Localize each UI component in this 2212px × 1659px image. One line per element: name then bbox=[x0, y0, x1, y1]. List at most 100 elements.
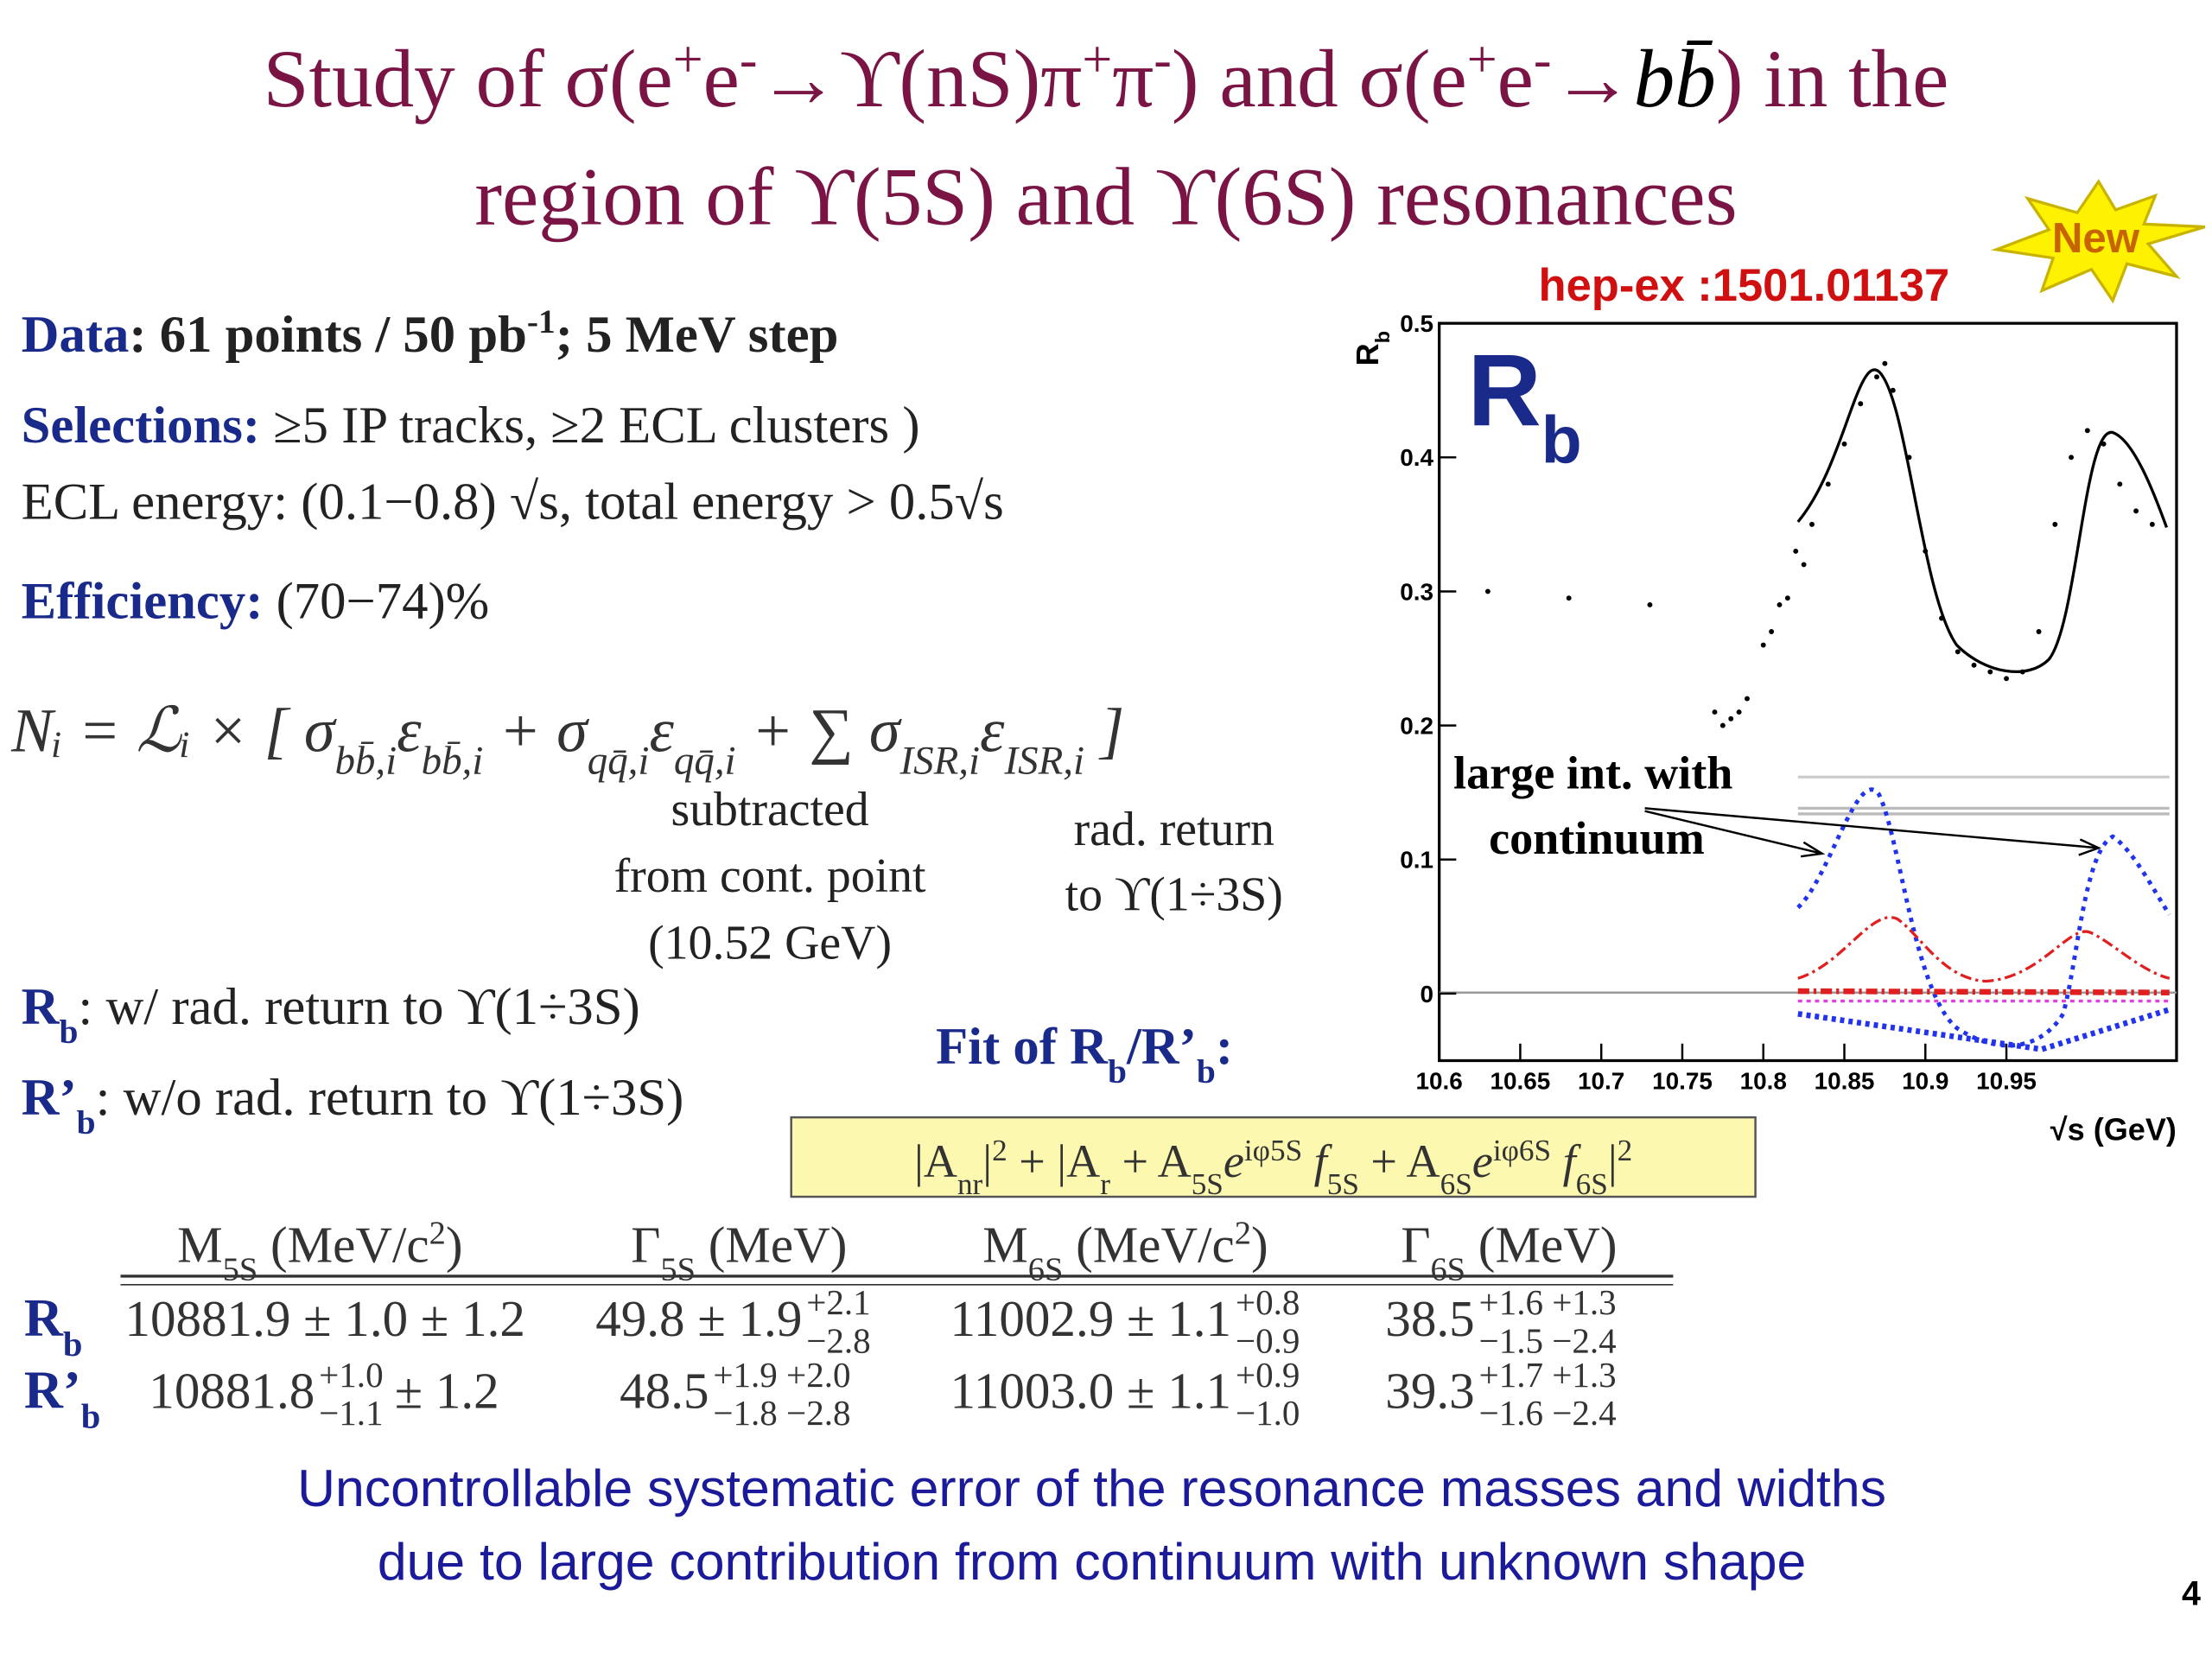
blue-flat-component bbox=[1797, 1007, 2171, 1052]
data-point bbox=[1784, 595, 1790, 601]
y-tick-label: 0.5 bbox=[1400, 310, 1433, 337]
fit-formula-box bbox=[790, 1116, 1757, 1198]
fit-label-part: /R’ bbox=[1126, 1018, 1197, 1076]
table-header-part: (MeV) bbox=[696, 1217, 848, 1274]
table-cell: 11002.9 ± 1.1 bbox=[950, 1290, 1231, 1347]
y-tick-label: 0.2 bbox=[1400, 712, 1433, 739]
table-cell: 49.8 ± 1.9 bbox=[595, 1290, 802, 1347]
data-point bbox=[2036, 629, 2042, 634]
table-header-part: M bbox=[982, 1217, 1028, 1274]
table-header-part: (MeV/c bbox=[257, 1217, 429, 1274]
data-point bbox=[1971, 662, 1977, 668]
row-label: Rb bbox=[24, 1288, 83, 1363]
title-part: - bbox=[1534, 30, 1552, 89]
fit-label-part: Fit of R bbox=[936, 1018, 1109, 1076]
y-tick-label: 0.1 bbox=[1400, 847, 1433, 874]
x-axis-label: √s (GeV) bbox=[2050, 1111, 2177, 1147]
data-point bbox=[2117, 481, 2123, 487]
formula-part: bb̄,i bbox=[334, 739, 397, 784]
fit-formula-part: r bbox=[1100, 1167, 1110, 1201]
fit-formula-part: 6S bbox=[1576, 1167, 1608, 1201]
conclusion: due to large contribution from continuum… bbox=[378, 1532, 1806, 1591]
note: (10.52 GeV) bbox=[648, 916, 892, 969]
arrow-head bbox=[1800, 841, 1826, 858]
y-axis-label-part: R bbox=[1350, 343, 1385, 365]
data-line: Data: 61 points / 50 pb-1; 5 MeV step bbox=[22, 302, 839, 364]
row-label-part: R’ bbox=[24, 1361, 81, 1421]
plot-frame bbox=[1438, 321, 2178, 1063]
annotation: continuum bbox=[1489, 812, 1705, 864]
red-component bbox=[1797, 916, 2171, 983]
data-point bbox=[1923, 548, 1929, 554]
data-point bbox=[2084, 428, 2090, 434]
data-point bbox=[1809, 521, 1815, 527]
y-tick-label: 0.4 bbox=[1400, 444, 1433, 471]
badge-star bbox=[1991, 179, 2206, 304]
annotation: large int. with bbox=[1453, 747, 1732, 798]
rpb-definition-part: : w/o rad. return to ϒ(1÷3S) bbox=[96, 1069, 684, 1127]
row-label-part: b bbox=[63, 1324, 83, 1363]
table-header: Γ5S (MeV) bbox=[631, 1217, 847, 1288]
table-header-part: ) bbox=[446, 1217, 463, 1274]
row-label-part: b bbox=[81, 1396, 101, 1435]
table-error-down: −1.5 −2.4 bbox=[1479, 1321, 1617, 1361]
table-cell: 48.5 bbox=[620, 1363, 709, 1420]
badge-label: New bbox=[2052, 214, 2140, 262]
y-tick-label: 0 bbox=[1421, 981, 1434, 1007]
page-number: 4 bbox=[2182, 1575, 2201, 1613]
data-point bbox=[1484, 588, 1491, 594]
table-cell: 38.5 bbox=[1385, 1290, 1474, 1347]
title-part: + bbox=[1467, 30, 1497, 89]
x-tick-label: 10.7 bbox=[1578, 1067, 1624, 1094]
table-header: M5S (MeV/c2) bbox=[177, 1216, 462, 1288]
data-point bbox=[1882, 360, 1888, 366]
x-tick-label: 10.85 bbox=[1815, 1067, 1875, 1094]
fit-curve bbox=[1796, 368, 2169, 673]
formula-part: ε bbox=[980, 696, 1005, 766]
table-error-up: +0.8 bbox=[1236, 1282, 1300, 1322]
data-point bbox=[1939, 615, 1944, 621]
x-tick-label: 10.95 bbox=[1976, 1067, 2037, 1094]
fit-formula-part: |A bbox=[914, 1135, 957, 1187]
fit-formula-part: 5S bbox=[1327, 1167, 1359, 1201]
table-header-part: 2 bbox=[1235, 1216, 1251, 1252]
fit-label-part: : bbox=[1216, 1018, 1233, 1076]
table-error-down: −1.1 bbox=[319, 1393, 383, 1433]
title-part: e bbox=[703, 33, 740, 124]
fit-formula-part: | bbox=[1608, 1135, 1618, 1187]
data-point bbox=[1825, 481, 1831, 487]
data-point bbox=[1566, 595, 1572, 601]
table-cell: ± 1.2 bbox=[395, 1363, 499, 1420]
table-header-part: Γ bbox=[631, 1217, 660, 1274]
fit-formula-part: + |A bbox=[1007, 1135, 1101, 1187]
arrow bbox=[1644, 810, 1823, 855]
rb-definition-part: b bbox=[59, 1013, 78, 1051]
data-point bbox=[1801, 562, 1807, 568]
title: region of ϒ(5S) and ϒ(6S) resonances bbox=[474, 150, 1737, 242]
title-part: Study of σ(e bbox=[264, 33, 673, 124]
title-part: →ϒ(nS)π bbox=[758, 33, 1083, 124]
table-error-up: +1.6 +1.3 bbox=[1479, 1282, 1617, 1322]
table-error-up: +1.7 +1.3 bbox=[1479, 1355, 1617, 1395]
formula-part: ε bbox=[397, 696, 422, 766]
data-point bbox=[1793, 548, 1799, 554]
fit-formula-part: 6S bbox=[1440, 1167, 1472, 1201]
ecl-line: ECL energy: (0.1−0.8) √s, total energy >… bbox=[22, 474, 1004, 531]
data-point bbox=[2069, 454, 2075, 461]
table-cell: 39.3 bbox=[1385, 1363, 1474, 1420]
formula-part: ] bbox=[1084, 696, 1124, 766]
efficiency-part: (70−74)% bbox=[263, 572, 489, 630]
fit-formula-part: iφ6S bbox=[1493, 1134, 1551, 1167]
data-line-part: -1 bbox=[527, 302, 556, 340]
table-error-up: +1.0 bbox=[319, 1355, 383, 1395]
fit-formula-part: 2 bbox=[1618, 1134, 1633, 1167]
formula-part: + σ bbox=[483, 696, 589, 766]
table-header-part: 2 bbox=[429, 1216, 446, 1252]
fit-formula-part: e bbox=[1224, 1135, 1244, 1187]
fit-formula: |Anr|2 + |Ar + A5Seiφ5S f5S + A6Seiφ6S f… bbox=[914, 1134, 1632, 1201]
data-point bbox=[1874, 374, 1879, 380]
blue-component bbox=[1796, 787, 2171, 1048]
data-point bbox=[1745, 696, 1750, 702]
selections-part: Selections: bbox=[22, 397, 260, 454]
